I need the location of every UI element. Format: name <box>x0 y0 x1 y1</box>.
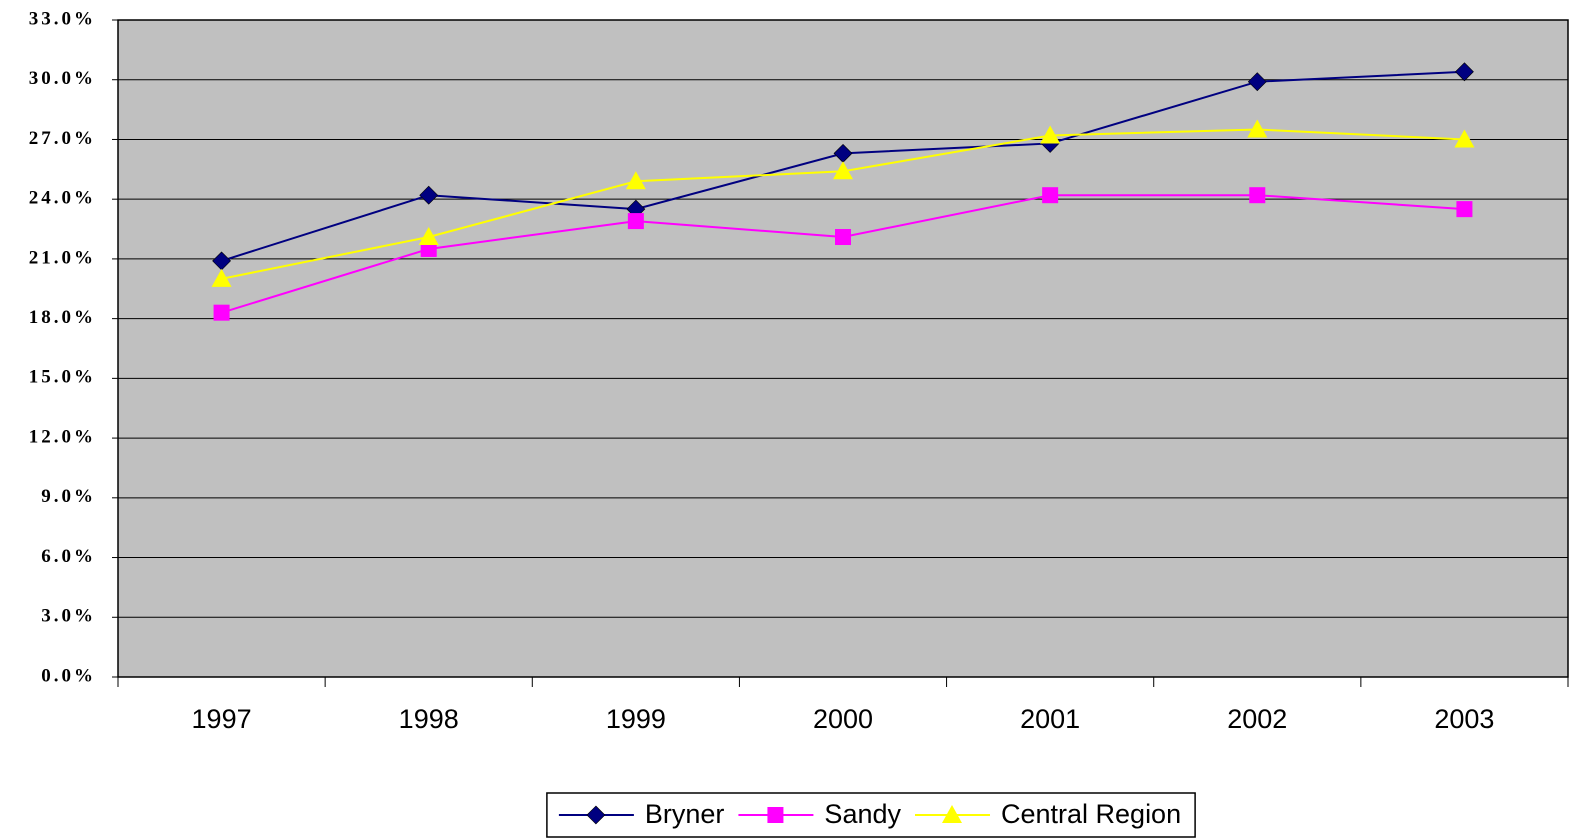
marker <box>835 229 851 246</box>
x-tick-label: 2001 <box>1020 704 1080 734</box>
marker <box>941 805 962 823</box>
marker <box>1040 125 1061 144</box>
marker <box>1455 62 1474 82</box>
marker <box>586 805 606 825</box>
y-tick-label: 30.0% <box>29 68 96 89</box>
marker <box>418 227 439 246</box>
y-tick-label: 33.0% <box>29 8 96 29</box>
legend-label: Central Region <box>1001 799 1181 829</box>
marker <box>211 268 232 287</box>
x-tick-label: 2002 <box>1227 704 1287 734</box>
x-tick-label: 1999 <box>606 704 666 734</box>
y-tick-label: 12.0% <box>29 426 96 447</box>
y-tick-label: 3.0% <box>41 606 96 627</box>
marker <box>1456 201 1473 218</box>
x-tick-label: 2003 <box>1434 704 1494 734</box>
legend: Bryner Sandy Central Region <box>546 792 1196 838</box>
marker <box>1249 187 1266 204</box>
marker <box>419 185 439 205</box>
y-tick-label: 24.0% <box>29 188 96 209</box>
marker <box>767 807 784 823</box>
marker <box>213 304 230 321</box>
y-tick-label: 18.0% <box>29 307 96 328</box>
marker <box>625 171 646 190</box>
plot-area <box>117 19 1569 678</box>
marker <box>627 213 644 230</box>
legend-label: Sandy <box>824 799 901 829</box>
x-tick-label: 2000 <box>813 704 873 734</box>
y-tick-label: 0.0% <box>41 665 96 686</box>
y-tick-label: 21.0% <box>29 247 96 268</box>
legend-box <box>546 792 1196 838</box>
y-tick-label: 9.0% <box>41 486 96 507</box>
marker <box>833 161 853 180</box>
x-tick-label: 1998 <box>399 704 459 734</box>
y-tick-label: 15.0% <box>29 367 96 388</box>
x-tick-label: 1997 <box>192 704 252 734</box>
marker <box>1042 187 1059 204</box>
marker <box>1454 129 1475 148</box>
y-tick-label: 27.0% <box>29 128 96 149</box>
marker <box>1247 119 1268 138</box>
y-tick-label: 6.0% <box>41 546 96 567</box>
legend-label: Bryner <box>645 799 725 829</box>
marker <box>1247 72 1267 92</box>
